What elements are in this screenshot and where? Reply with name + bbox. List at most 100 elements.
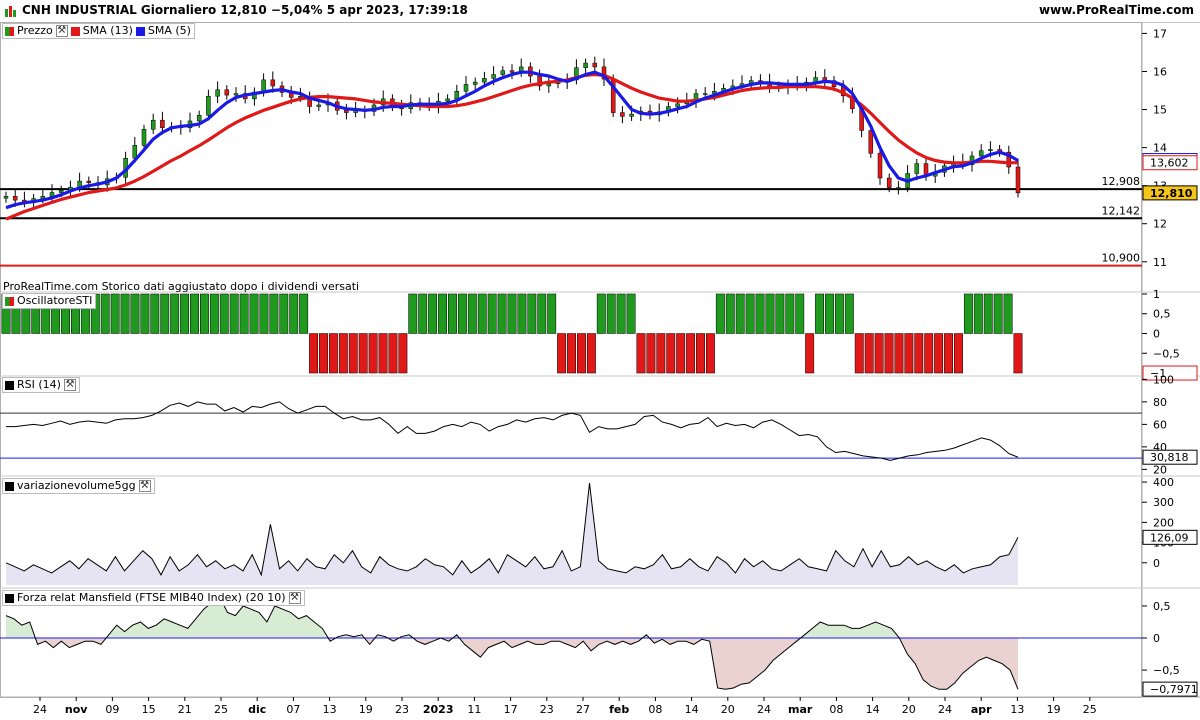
- wrench-icon[interactable]: ⚒: [138, 480, 151, 492]
- positive-area: [6, 596, 1018, 639]
- candle: [702, 93, 708, 95]
- y-tick-label: 15: [1153, 104, 1167, 117]
- sti-bar: [557, 333, 567, 374]
- sti-bar: [140, 293, 150, 334]
- x-tick-label: 24: [33, 703, 47, 716]
- sma13-line: [5, 72, 1019, 221]
- sti-bar: [378, 333, 388, 374]
- x-tick-label: 21: [178, 703, 192, 716]
- sti-bar: [983, 293, 993, 334]
- sti-bar: [239, 293, 249, 334]
- sti-bar: [259, 293, 269, 334]
- sti-bar: [894, 333, 904, 374]
- site-link[interactable]: www.ProRealTime.com: [1039, 3, 1194, 17]
- x-tick-label: 27: [576, 703, 590, 716]
- sti-bar: [725, 293, 735, 334]
- sti-bar: [130, 293, 140, 334]
- candle: [132, 145, 138, 159]
- candle: [601, 66, 607, 80]
- legend-price[interactable]: Prezzo ⚒ SMA (13) SMA (5): [2, 23, 195, 39]
- sti-bar: [884, 333, 894, 374]
- sma5-swatch: [135, 26, 145, 36]
- y-tick-label: 0: [1153, 328, 1160, 341]
- chart-title: CNH INDUSTRIAL Giornaliero 12,810 −5,04%…: [22, 3, 468, 17]
- sti-bar: [418, 293, 428, 334]
- indicator-line: [5, 483, 1019, 577]
- sti-bar: [666, 333, 676, 374]
- sti-bar: [348, 333, 358, 374]
- sti-bar: [279, 293, 289, 334]
- sti-bar: [547, 293, 557, 334]
- candle: [3, 196, 9, 199]
- legend-mansfield[interactable]: Forza relat Mansfield (FTSE MIB40 Index)…: [2, 590, 305, 606]
- legend-volume[interactable]: variazionevolume5gg ⚒: [2, 478, 155, 494]
- sti-bar: [160, 293, 170, 334]
- sti-bar: [785, 293, 795, 334]
- x-tick-label: feb: [609, 703, 629, 716]
- chart-canvas[interactable]: 1112131415161712,90812,14210,90013,66013…: [0, 22, 1200, 720]
- sma13-swatch: [70, 26, 80, 36]
- y-tick-label: 0,5: [1153, 600, 1171, 613]
- wrench-icon[interactable]: ⚒: [288, 592, 301, 604]
- y-tick-label: 400: [1153, 476, 1174, 489]
- sti-bar: [408, 293, 418, 334]
- sti-swatch: [5, 296, 14, 306]
- sti-bar: [696, 333, 705, 374]
- legend-sma13-label: SMA (13): [82, 24, 133, 37]
- sti-bar: [606, 293, 616, 334]
- x-tick-label: 08: [648, 703, 662, 716]
- candle: [886, 177, 892, 188]
- sti-bar: [328, 333, 338, 374]
- sti-bar: [686, 333, 696, 374]
- candle: [620, 112, 625, 117]
- sti-bar: [924, 333, 934, 374]
- value-tag: [1142, 529, 1198, 545]
- value-tag-label: −1: [1150, 367, 1166, 380]
- sti-bar: [775, 293, 785, 334]
- sti-bar: [319, 333, 328, 374]
- y-tick-label: 11: [1153, 256, 1167, 269]
- sti-bar: [993, 293, 1003, 334]
- sti-bar: [100, 293, 110, 334]
- value-tag-label: 13,602: [1150, 157, 1189, 170]
- sti-bar: [289, 293, 299, 334]
- sti-bar: [448, 293, 457, 334]
- legend-rsi[interactable]: RSI (14) ⚒: [2, 377, 80, 393]
- sti-bar: [963, 293, 973, 334]
- sti-bar: [537, 293, 547, 334]
- value-tag: [1142, 185, 1198, 201]
- wrench-icon[interactable]: ⚒: [63, 379, 76, 391]
- candle: [233, 93, 239, 96]
- x-tick-label: 19: [1047, 703, 1061, 716]
- sti-bar: [815, 293, 825, 334]
- candle: [270, 79, 276, 87]
- sti-bar: [457, 293, 467, 334]
- chart-header-bar: CNH INDUSTRIAL Giornaliero 12,810 −5,04%…: [0, 0, 1200, 23]
- sti-bar: [467, 293, 477, 334]
- candle: [344, 110, 349, 113]
- y-tick-label: 20: [1153, 463, 1167, 476]
- sti-bar: [864, 333, 874, 374]
- x-tick-label: 13: [1010, 703, 1024, 716]
- sti-bar: [428, 293, 438, 334]
- sti-bar: [249, 293, 259, 334]
- candle: [583, 62, 588, 68]
- x-tick-label: 07: [286, 703, 300, 716]
- sti-bar: [954, 333, 963, 374]
- sti-bar: [219, 293, 229, 334]
- level-label: 12,908: [1102, 175, 1141, 188]
- wrench-icon[interactable]: ⚒: [55, 25, 68, 37]
- candle: [491, 74, 496, 79]
- candle: [509, 70, 515, 73]
- x-tick-label: 24: [757, 703, 771, 716]
- sti-bar: [309, 333, 319, 374]
- legend-mansfield-label: Forza relat Mansfield (FTSE MIB40 Index)…: [17, 591, 286, 604]
- sti-bar: [636, 333, 646, 374]
- legend-sti[interactable]: OscillatoreSTI: [2, 293, 97, 309]
- sti-bar: [438, 293, 447, 334]
- x-tick-label: 09: [105, 703, 119, 716]
- y-tick-label: 16: [1153, 65, 1167, 78]
- legend-vol-label: variazionevolume5gg: [17, 479, 136, 492]
- sti-bar: [190, 293, 199, 334]
- value-tag: [1142, 365, 1198, 381]
